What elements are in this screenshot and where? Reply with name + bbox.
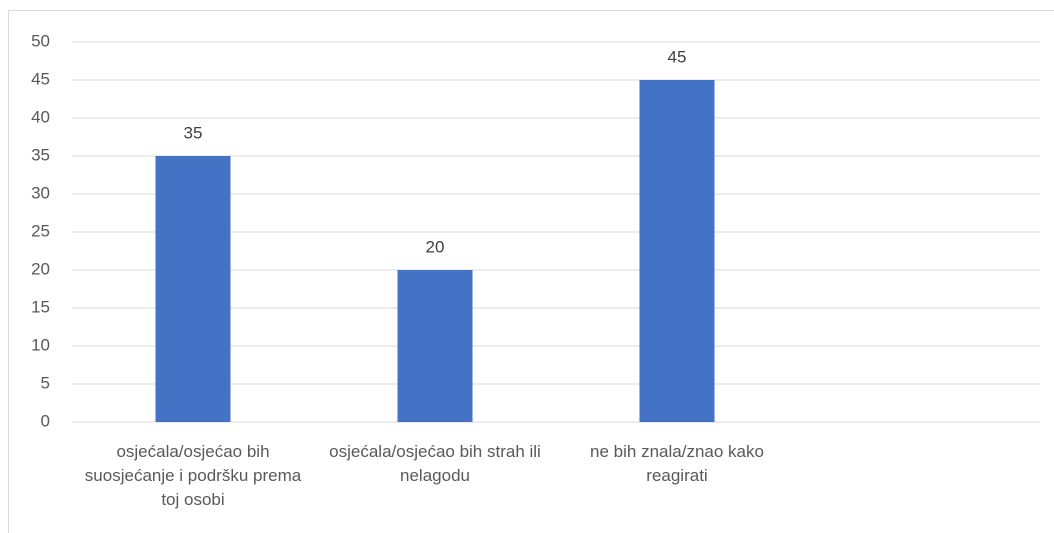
data-label: 20 <box>426 237 445 256</box>
x-tick-label: osjećala/osjećao bih suosjećanje i podrš… <box>84 442 302 509</box>
data-label: 45 <box>668 47 687 66</box>
y-tick-label: 15 <box>31 297 50 316</box>
y-tick-label: 30 <box>31 183 50 202</box>
y-tick-label: 5 <box>41 373 50 392</box>
y-tick-label: 35 <box>31 145 50 164</box>
bar <box>155 156 231 422</box>
data-label: 35 <box>184 123 203 142</box>
y-tick-label: 20 <box>31 259 50 278</box>
chart-border <box>8 10 1054 533</box>
y-tick-label: 45 <box>31 69 50 88</box>
y-tick-label: 25 <box>31 221 50 240</box>
y-tick-label: 40 <box>31 107 50 126</box>
x-tick-label: ne bih znala/znao kako reagirati <box>590 442 764 485</box>
y-tick-label: 50 <box>31 31 50 50</box>
y-tick-label: 10 <box>31 335 50 354</box>
y-tick-label: 0 <box>41 411 50 430</box>
x-tick-label: osjećala/osjećao bih strah ili nelagodu <box>329 442 541 485</box>
bar <box>397 270 473 422</box>
bar <box>639 80 715 422</box>
